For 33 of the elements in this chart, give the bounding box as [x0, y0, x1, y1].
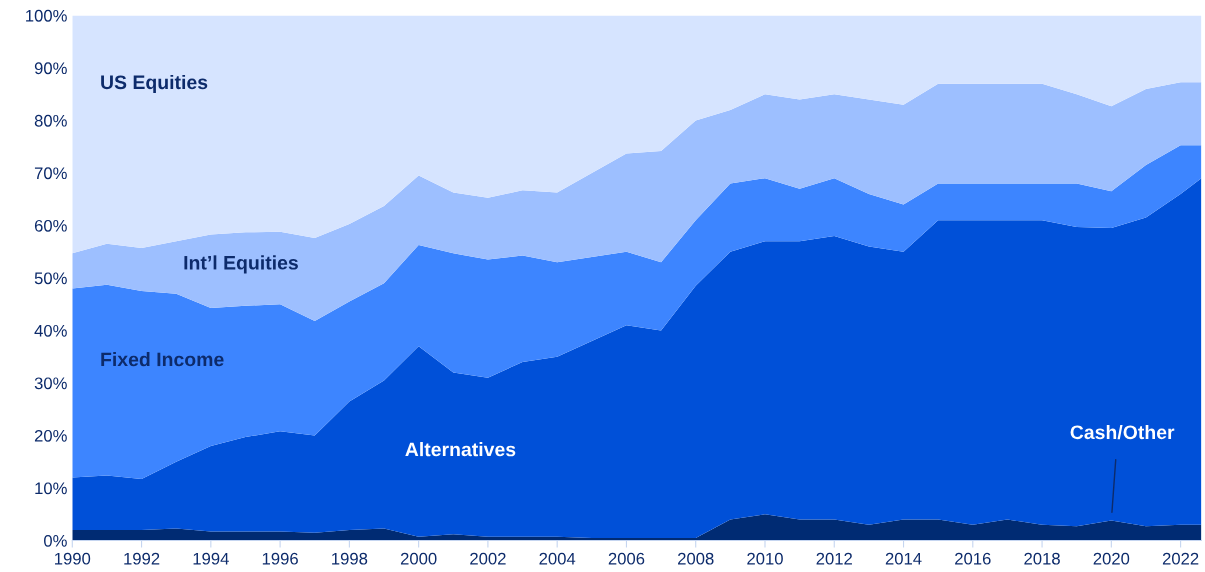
x-tick-label: 2000: [400, 552, 437, 565]
text: Cash/Other: [1070, 424, 1175, 440]
y-tick-label: 30%: [34, 377, 67, 390]
x-tick-label: 2022: [1162, 552, 1199, 565]
y-tick-label: 40%: [34, 324, 67, 337]
x-tick-label: 2016: [955, 552, 991, 565]
x-tick-label: 2002: [470, 552, 506, 565]
y-tick-label: 20%: [34, 429, 67, 442]
x-tick-label: 2014: [885, 552, 922, 565]
y-tick-label: 10%: [35, 482, 67, 495]
y-tick-label: 80%: [34, 114, 67, 127]
y-tick-label: 100%: [26, 9, 67, 22]
series-label: Alternatives: [405, 442, 516, 457]
y-tick-label: 90%: [34, 62, 67, 75]
x-tick-label: 2020: [1093, 552, 1130, 565]
x-tick-label: 2006: [608, 552, 645, 565]
y-tick-label: 70%: [34, 167, 67, 180]
x-tick-label: 2018: [1024, 552, 1060, 565]
x-tick-label: 2012: [816, 552, 852, 565]
x-tick-label: 1996: [262, 552, 298, 565]
x-tick-label: 1990: [55, 552, 91, 565]
y-tick-label: 0%: [44, 534, 67, 547]
y-tick-label: 60%: [34, 219, 67, 232]
series-label: Fixed Income: [101, 352, 224, 367]
series-label: Int’l Equities: [184, 255, 298, 274]
x-tick-label: 2004: [539, 552, 576, 565]
x-tick-label: 2010: [747, 552, 783, 565]
series-label: US Equities: [101, 74, 208, 94]
x-tick-label: 2008: [678, 552, 714, 565]
x-tick-label: 1998: [332, 552, 368, 565]
y-tick-label: 50%: [34, 272, 67, 285]
x-tick-label: 1992: [124, 552, 160, 565]
x-tick-label: 1994: [193, 552, 229, 565]
